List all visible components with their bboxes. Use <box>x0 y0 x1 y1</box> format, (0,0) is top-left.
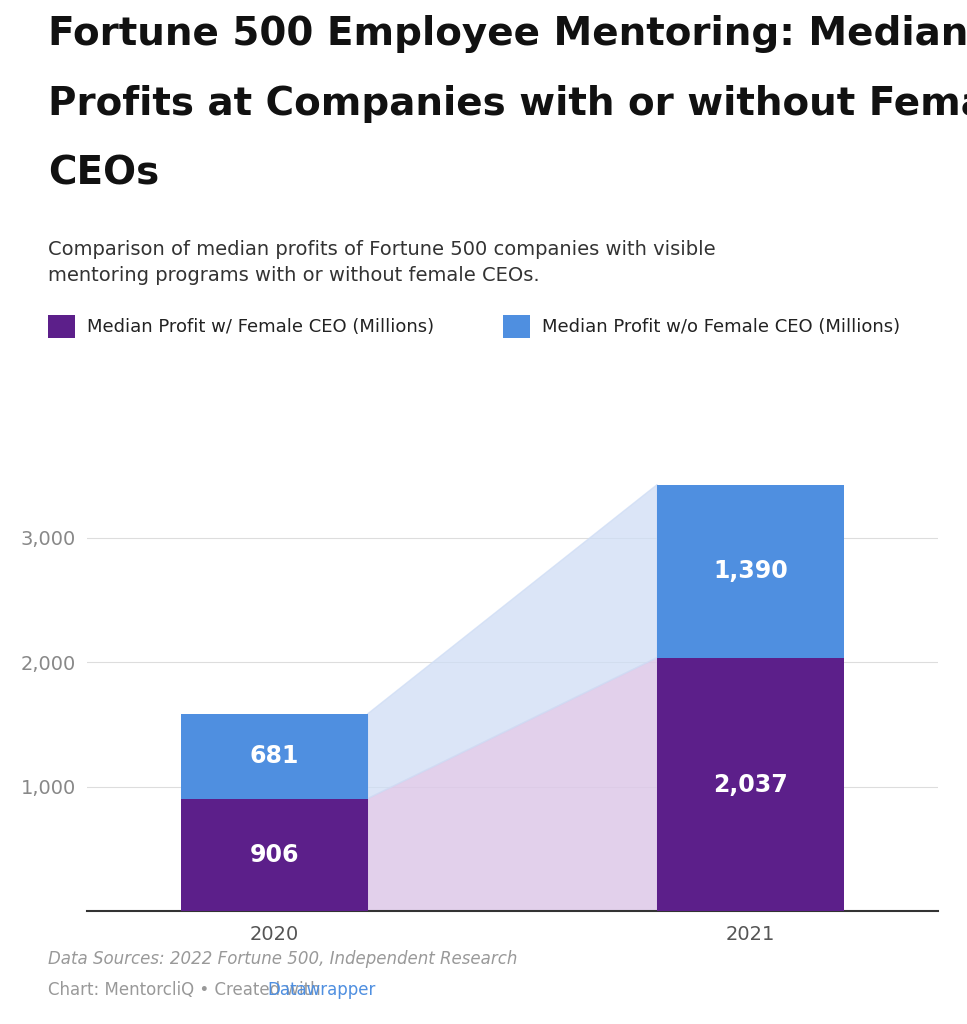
Text: Median Profit w/o Female CEO (Millions): Median Profit w/o Female CEO (Millions) <box>542 317 899 336</box>
Bar <box>181 714 367 799</box>
Polygon shape <box>367 657 658 911</box>
Text: Datawrapper: Datawrapper <box>267 981 375 999</box>
Bar <box>181 799 367 911</box>
Text: Chart: MentorcliQ • Created with: Chart: MentorcliQ • Created with <box>48 981 326 999</box>
Text: 2,037: 2,037 <box>714 772 788 797</box>
Text: Data Sources: 2022 Fortune 500, Independent Research: Data Sources: 2022 Fortune 500, Independ… <box>48 950 517 969</box>
Bar <box>658 657 844 911</box>
Polygon shape <box>367 484 658 799</box>
Text: Median Profit w/ Female CEO (Millions): Median Profit w/ Female CEO (Millions) <box>87 317 434 336</box>
Text: CEOs: CEOs <box>48 155 160 193</box>
Bar <box>658 484 844 657</box>
Text: 681: 681 <box>249 744 299 768</box>
Text: 906: 906 <box>249 843 299 867</box>
Text: 1,390: 1,390 <box>714 559 788 583</box>
Text: Comparison of median profits of Fortune 500 companies with visible
mentoring pro: Comparison of median profits of Fortune … <box>48 240 716 285</box>
Text: Fortune 500 Employee Mentoring: Median: Fortune 500 Employee Mentoring: Median <box>48 15 967 53</box>
Text: Profits at Companies with or without Female: Profits at Companies with or without Fem… <box>48 85 967 123</box>
